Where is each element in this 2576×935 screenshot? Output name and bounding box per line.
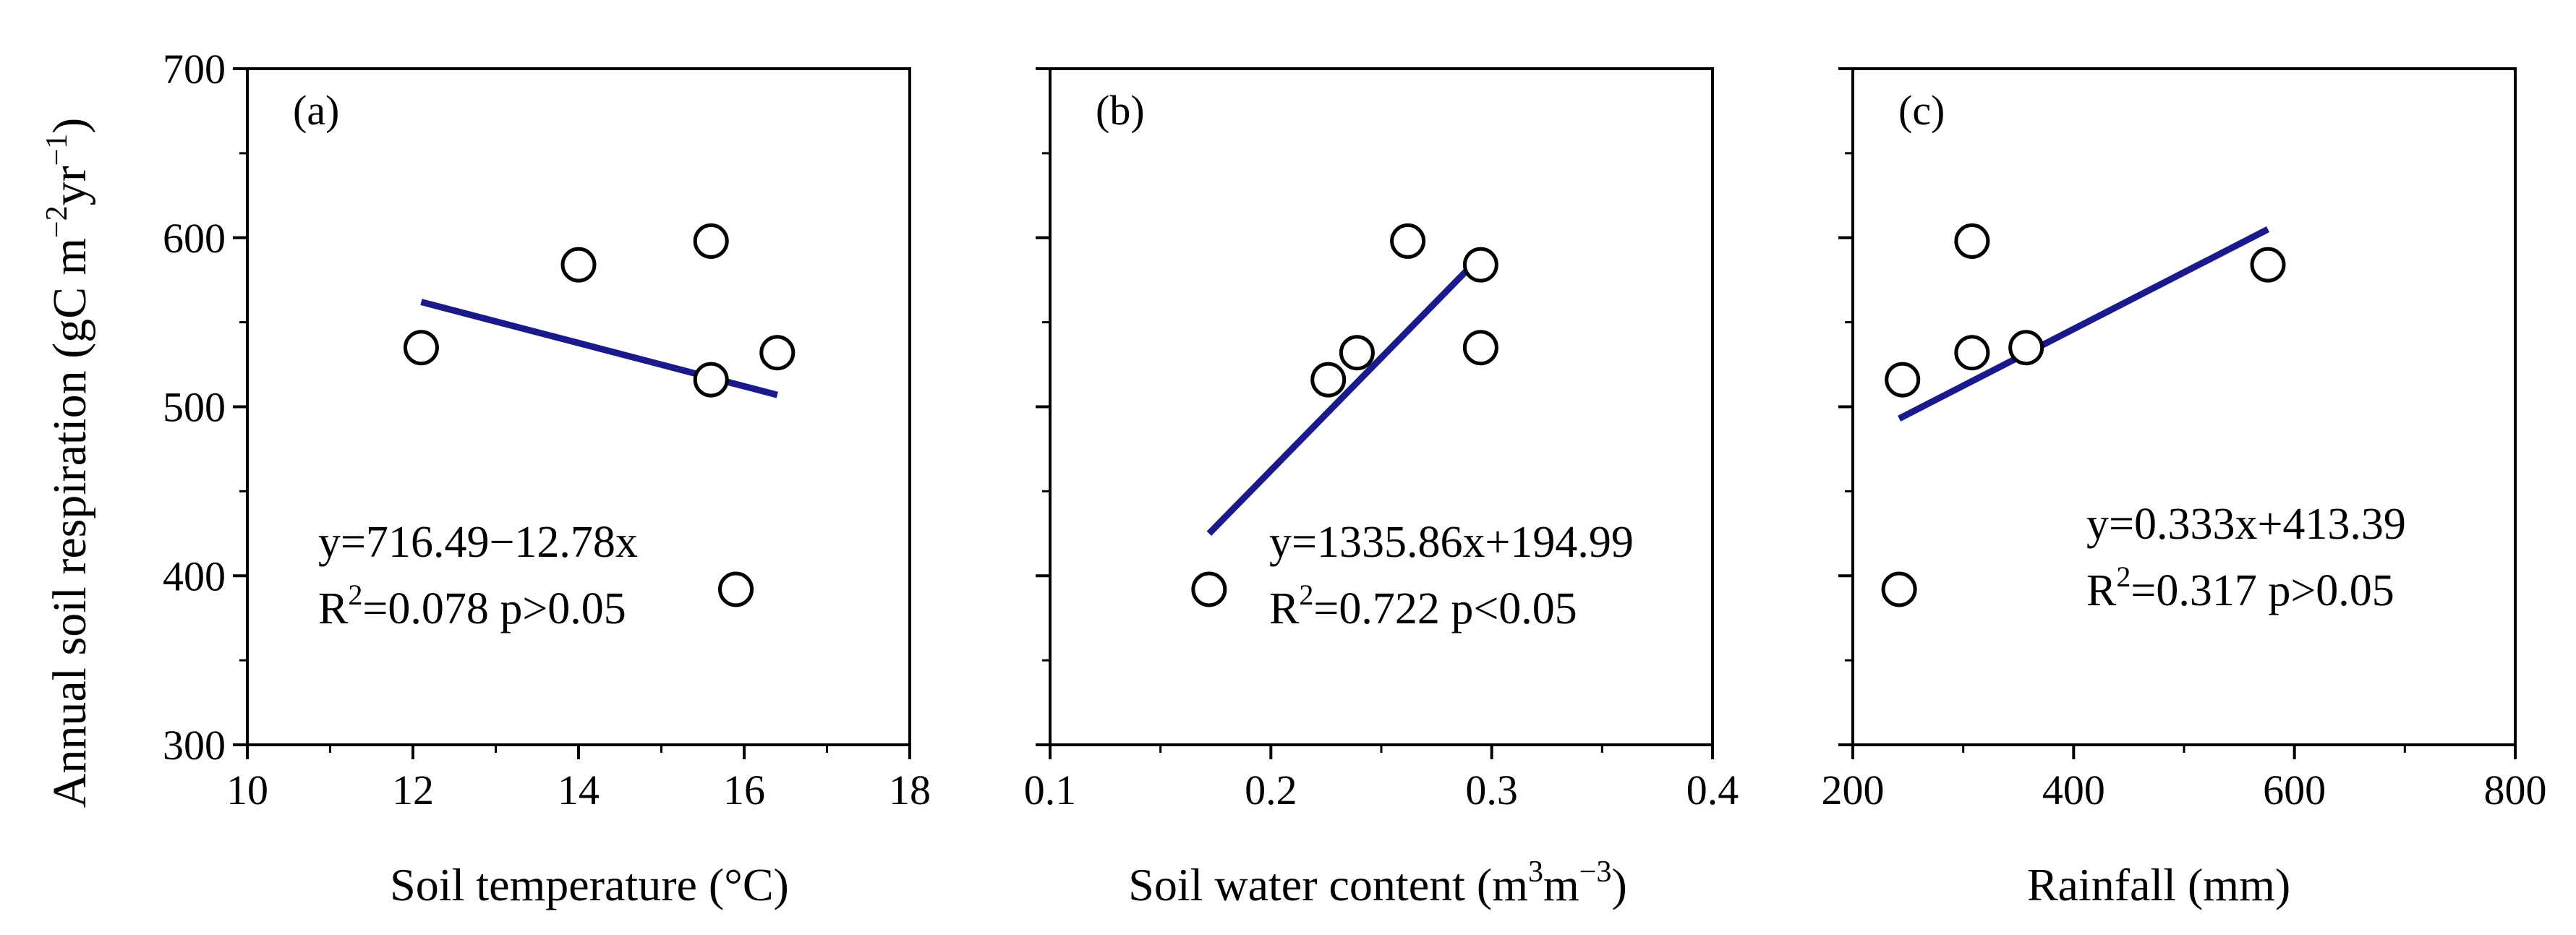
- panel-c-fit-line: [1898, 226, 2270, 422]
- panel-a-data-point: [718, 571, 754, 607]
- panel-c-data-point: [2008, 330, 2044, 366]
- panel-a-y-tick-label: 400: [163, 552, 226, 599]
- panel-a-frame: [246, 67, 911, 746]
- panel-c: (c) y=0.333x+413.39 R2=0.317 p>0.05 Rain…: [1822, 67, 2547, 910]
- panel-b-x-axis-title-main: Soil water content (m: [1128, 859, 1528, 910]
- panel-a-y-tick-label: 600: [163, 215, 226, 262]
- panel-b-data-point: [1462, 330, 1498, 366]
- y-axis-title-mid: yr: [43, 166, 96, 205]
- panel-b-x-axis-title-mid: m: [1543, 859, 1579, 910]
- panel-a-y-tick-label: 700: [163, 46, 226, 93]
- panel-a-x-tick-label: 10: [226, 767, 268, 814]
- y-axis-title-main: Annual soil respiration (gC m: [43, 238, 96, 808]
- panel-b-r2: R2=0.722 p<0.05: [1269, 578, 1577, 633]
- panel-b-x-axis-title-end: ): [1611, 859, 1626, 910]
- panel-a-data-point: [759, 335, 796, 371]
- y-axis-title-sup1: −2: [40, 205, 74, 238]
- panel-c-r2: R2=0.317 p>0.05: [2086, 560, 2394, 615]
- panel-c-data-point: [1954, 335, 1990, 371]
- panel-a-x-tick-label: 16: [723, 767, 765, 814]
- panel-c-data-point: [1881, 571, 1917, 607]
- panel-a-r2-base: R: [318, 584, 349, 633]
- panel-a-y-tick-label: 500: [163, 384, 226, 431]
- panel-c-frame: [1851, 67, 2517, 746]
- panel-c-r2-rest: =0.317 p>0.05: [2131, 566, 2394, 615]
- panel-b-data-point: [1390, 223, 1426, 259]
- panel-a-data-point: [693, 223, 729, 259]
- panel-c-r2-sup: 2: [2116, 560, 2131, 593]
- panel-b-r2-sup: 2: [1299, 578, 1313, 611]
- panel-b-label: (b): [1096, 87, 1145, 134]
- y-axis-title-sup2: −1: [40, 134, 74, 166]
- panel-b-equation: y=1335.86x+194.99: [1269, 518, 1634, 567]
- panel-a-y-tick-label: 300: [163, 722, 226, 769]
- panel-a-data-point: [693, 362, 729, 398]
- panel-c-label: (c): [1898, 87, 1945, 134]
- panel-c-data-point: [1954, 223, 1990, 259]
- panel-a-equation: y=716.49−12.78x: [318, 518, 638, 567]
- y-axis-title: Annual soil respiration (gC m−2yr−1): [40, 118, 96, 808]
- panel-b-data-point: [1191, 571, 1227, 607]
- panel-a: (a) y=716.49−12.78x R2=0.078 p>0.05 Soil…: [163, 46, 931, 910]
- panel-c-x-tick-label: 200: [1822, 767, 1885, 814]
- panel-b: (b) y=1335.86x+194.99 R2=0.722 p<0.05 So…: [1024, 67, 1739, 910]
- panel-a-x-axis-title: Soil temperature (°C): [390, 859, 789, 910]
- panel-b-x-axis-title: Soil water content (m3m−3): [1128, 855, 1627, 910]
- panel-b-r2-base: R: [1269, 584, 1300, 633]
- panel-b-frame: [1049, 67, 1714, 746]
- panel-b-x-tick-label: 0.4: [1686, 767, 1739, 814]
- panel-b-data-point: [1462, 247, 1498, 283]
- panel-c-x-tick-label: 600: [2263, 767, 2326, 814]
- panel-a-data-point: [403, 330, 439, 366]
- panel-c-r2-base: R: [2086, 566, 2117, 615]
- panel-a-x-tick-label: 18: [889, 767, 931, 814]
- panel-b-x-tick-label: 0.2: [1245, 767, 1297, 814]
- panel-b-x-tick-label: 0.1: [1024, 767, 1077, 814]
- panel-b-fit-line: [1206, 254, 1483, 536]
- panel-c-x-tick-label: 800: [2484, 767, 2547, 814]
- panel-c-x-tick-label: 400: [2042, 767, 2105, 814]
- panel-b-x-axis-title-sup2: −3: [1579, 855, 1612, 889]
- panel-a-x-tick-label: 14: [558, 767, 600, 814]
- panel-b-data-point: [1310, 362, 1347, 398]
- panel-b-x-tick-label: 0.3: [1465, 767, 1518, 814]
- panel-b-x-axis-title-sup1: 3: [1528, 855, 1543, 889]
- panel-a-r2-sup: 2: [348, 578, 362, 611]
- panel-b-data-point: [1339, 335, 1375, 371]
- panel-a-r2: R2=0.078 p>0.05: [318, 578, 626, 633]
- panel-a-r2-rest: =0.078 p>0.05: [362, 584, 626, 633]
- panel-c-equation: y=0.333x+413.39: [2086, 500, 2406, 549]
- panel-b-r2-rest: =0.722 p<0.05: [1313, 584, 1577, 633]
- panel-a-x-tick-label: 12: [392, 767, 434, 814]
- y-axis-title-end: ): [43, 118, 96, 134]
- panel-a-label: (a): [293, 87, 339, 134]
- panel-c-data-point: [2250, 247, 2286, 283]
- panel-c-x-axis-title: Rainfall (mm): [2027, 859, 2290, 910]
- panel-c-data-point: [1885, 362, 1921, 398]
- panel-a-data-point: [560, 247, 597, 283]
